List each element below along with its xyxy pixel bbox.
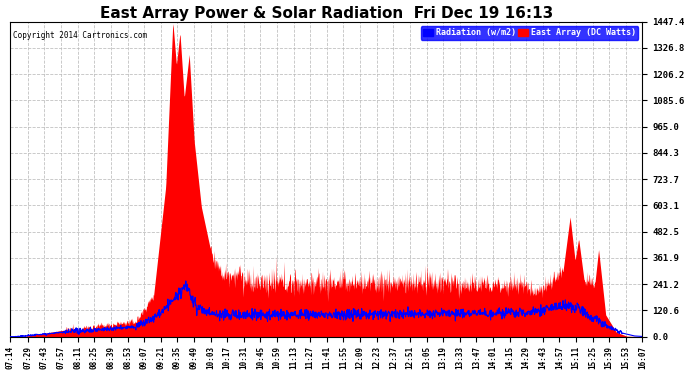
Title: East Array Power & Solar Radiation  Fri Dec 19 16:13: East Array Power & Solar Radiation Fri D… [99, 6, 553, 21]
Text: Copyright 2014 Cartronics.com: Copyright 2014 Cartronics.com [13, 31, 148, 40]
Legend: Radiation (w/m2), East Array (DC Watts): Radiation (w/m2), East Array (DC Watts) [421, 26, 638, 40]
